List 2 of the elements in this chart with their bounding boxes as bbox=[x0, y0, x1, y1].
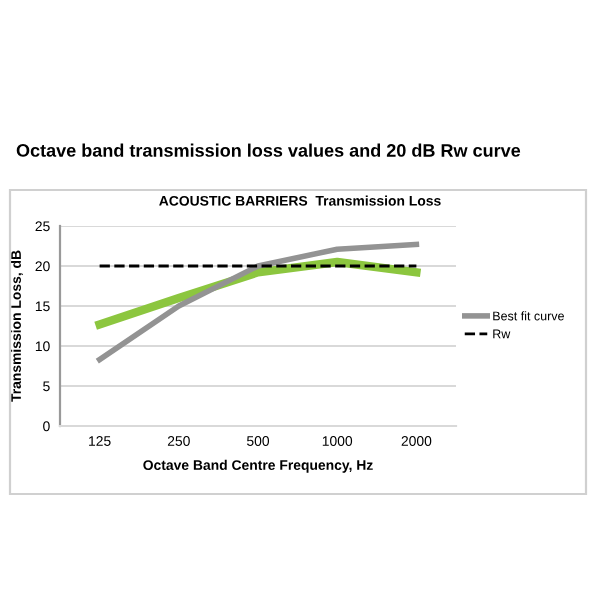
chart-title: Octave band transmission loss values and 20 dB Rw curve bbox=[16, 143, 521, 157]
line-series bbox=[96, 241, 420, 363]
